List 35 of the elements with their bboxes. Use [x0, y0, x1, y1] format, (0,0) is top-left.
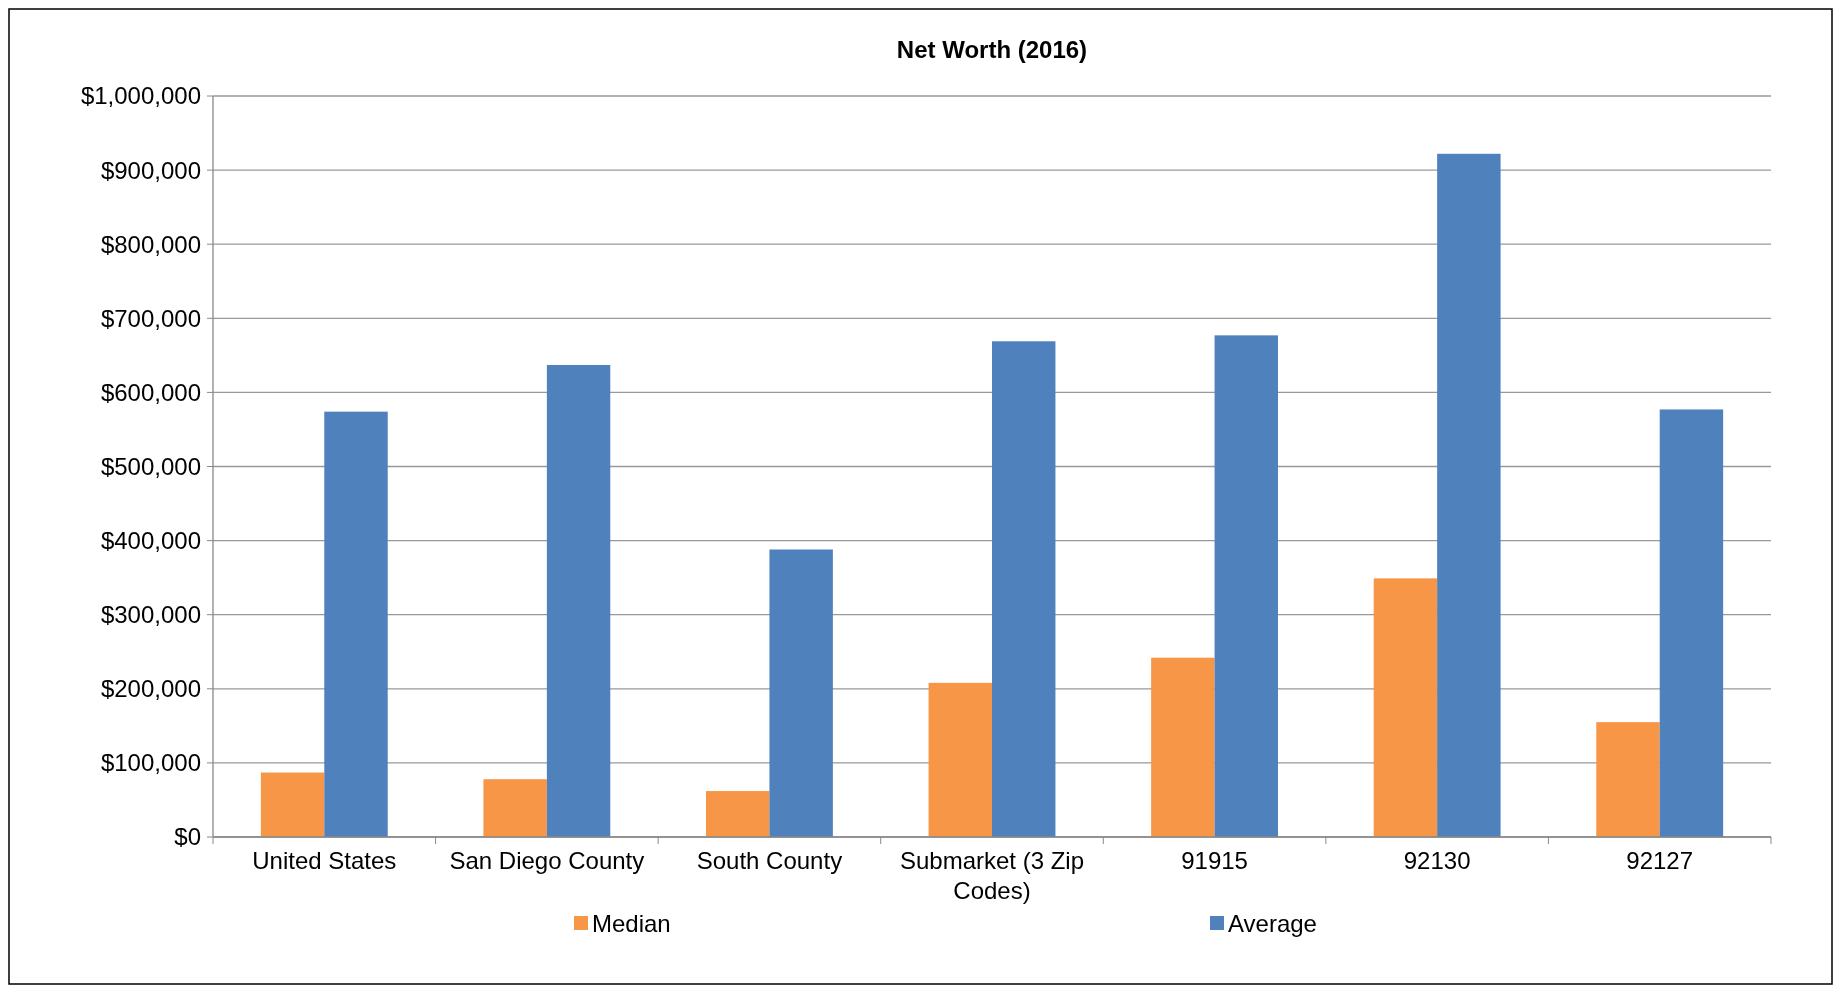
bar — [1437, 153, 1501, 837]
y-tick-label: $300,000 — [100, 601, 201, 629]
bar — [1151, 657, 1215, 837]
x-tick-label: 92127 — [1626, 847, 1694, 874]
x-tick-label: Submarket (3 Zip Codes) — [899, 847, 1085, 904]
y-tick-label: $0 — [174, 823, 201, 851]
bar — [1659, 409, 1724, 837]
y-tick-label: $700,000 — [100, 304, 201, 332]
x-tick-label: San Diego County — [449, 847, 645, 874]
legend-label: Median — [592, 910, 671, 938]
y-tick-label: $1,000,000 — [80, 82, 201, 110]
y-tick-label: $200,000 — [100, 675, 201, 703]
y-tick-label: $800,000 — [100, 230, 201, 258]
y-tick-label: $600,000 — [100, 378, 201, 406]
x-tick-label: United States — [252, 847, 397, 874]
bar — [769, 549, 833, 837]
bar — [928, 682, 992, 837]
bar — [1373, 578, 1438, 837]
bar — [706, 791, 770, 837]
bar — [1596, 722, 1660, 837]
y-tick-label: $500,000 — [100, 452, 201, 480]
bar — [992, 341, 1056, 837]
bar — [260, 772, 325, 837]
x-tick-label: South County — [696, 847, 843, 874]
bar — [546, 364, 611, 837]
y-tick-label: $100,000 — [100, 749, 201, 777]
y-tick-label: $900,000 — [100, 156, 201, 184]
y-tick-label: $400,000 — [100, 527, 201, 554]
x-tick-label: 91915 — [1181, 847, 1248, 874]
legend-label: Average — [1228, 910, 1317, 938]
bar — [483, 779, 547, 837]
bar — [324, 411, 388, 837]
chart-title: Net Worth (2016) — [896, 36, 1088, 63]
bar — [1214, 335, 1278, 837]
x-tick-label: 92130 — [1403, 847, 1471, 874]
